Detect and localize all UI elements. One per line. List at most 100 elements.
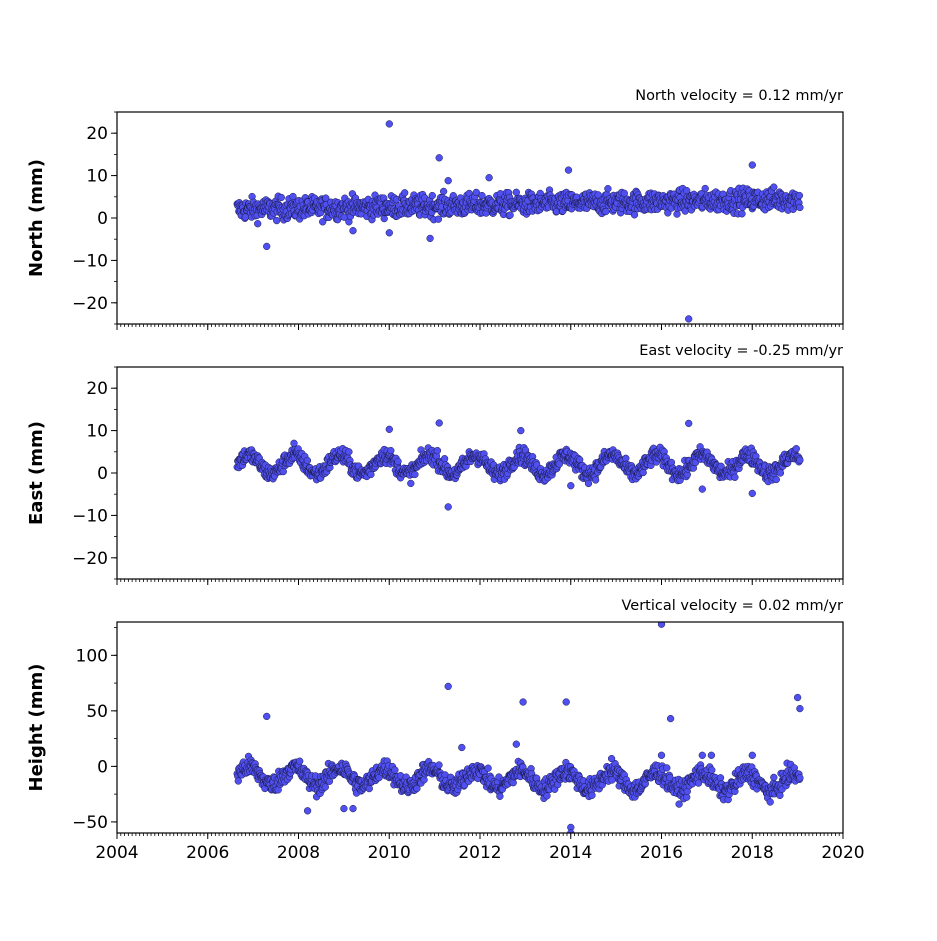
data-point xyxy=(303,807,312,815)
data-point xyxy=(604,185,612,193)
data-point xyxy=(663,764,671,772)
data-point xyxy=(675,800,683,808)
y-tick-label: −20 xyxy=(72,294,108,314)
data-point xyxy=(657,751,666,759)
data-point xyxy=(433,446,442,455)
data-point xyxy=(444,503,452,511)
data-point xyxy=(630,211,639,219)
data-point xyxy=(277,193,285,202)
data-point xyxy=(428,191,436,200)
data-point xyxy=(591,476,600,484)
y-axis-label: North (mm) xyxy=(26,159,47,277)
x-tick-label: 2018 xyxy=(731,843,774,863)
data-point xyxy=(420,776,428,784)
data-point xyxy=(458,743,466,752)
data-point xyxy=(555,460,563,468)
x-axis xyxy=(116,579,844,585)
y-axis: −20 −10 0 10 20 xyxy=(72,366,117,580)
data-point xyxy=(748,751,756,759)
x-tick-label: 2004 xyxy=(95,843,138,863)
data-point xyxy=(349,804,357,813)
data-point xyxy=(391,766,399,774)
panel-3: 2004 2006 2008 2010 2012 2014 2016 2018 2020 −50 0… xyxy=(26,598,865,863)
data-point xyxy=(770,183,778,191)
data-point xyxy=(434,215,443,223)
data-point xyxy=(620,189,628,197)
data-point xyxy=(657,622,666,628)
data-point xyxy=(738,210,746,218)
data-points xyxy=(233,419,804,511)
data-point xyxy=(685,315,693,323)
data-point xyxy=(478,191,486,200)
data-point xyxy=(296,757,304,765)
data-point xyxy=(496,792,504,800)
data-point xyxy=(375,773,383,782)
x-axis xyxy=(116,324,844,330)
data-point xyxy=(435,154,443,162)
data-point xyxy=(776,791,784,800)
data-point xyxy=(708,766,716,774)
data-point xyxy=(584,479,593,488)
data-point xyxy=(279,467,287,476)
data-point xyxy=(387,446,395,455)
data-point xyxy=(562,698,570,706)
y-tick-label: −50 xyxy=(72,813,108,833)
y-tick-label: −10 xyxy=(72,506,108,526)
y-tick-label: 0 xyxy=(97,464,108,484)
x-tick-label: 2006 xyxy=(186,843,229,863)
data-point xyxy=(517,426,525,435)
data-points xyxy=(233,120,804,323)
data-point xyxy=(263,712,271,721)
data-point xyxy=(411,470,419,479)
data-point xyxy=(273,216,281,225)
y-tick-label: 10 xyxy=(86,167,108,187)
data-point xyxy=(666,714,675,723)
data-point xyxy=(385,229,393,237)
y-axis: −50 0 50 100 xyxy=(72,627,117,833)
data-point xyxy=(485,174,493,182)
data-point xyxy=(506,211,514,219)
data-point xyxy=(254,220,262,228)
x-axis: 2004 2006 2008 2010 2012 2014 2016 2018 2020 xyxy=(95,833,865,863)
data-point xyxy=(385,120,393,128)
data-point xyxy=(321,783,329,791)
y-axis-label: East (mm) xyxy=(26,421,47,525)
panel-1: −20 −10 0 10 20 North (mm) North velocity = 0.… xyxy=(26,88,844,330)
data-point xyxy=(698,751,706,759)
data-point xyxy=(795,191,804,200)
axes-frame xyxy=(116,111,844,325)
data-point xyxy=(340,804,348,813)
data-point xyxy=(439,187,448,196)
data-point xyxy=(796,704,804,713)
data-point xyxy=(512,188,520,196)
y-tick-label: 0 xyxy=(97,209,108,229)
data-point xyxy=(776,469,785,477)
data-point xyxy=(770,773,778,782)
data-point xyxy=(512,740,520,748)
data-point xyxy=(772,475,780,484)
data-point xyxy=(407,479,415,488)
data-point xyxy=(290,439,298,447)
data-point xyxy=(731,473,739,481)
data-point xyxy=(435,419,443,427)
data-point xyxy=(701,184,709,193)
data-point xyxy=(793,693,802,702)
data-point xyxy=(792,445,800,453)
data-point xyxy=(401,189,409,197)
panel-title: East velocity = -0.25 mm/yr xyxy=(639,343,843,359)
data-point xyxy=(234,777,242,785)
data-point xyxy=(685,419,693,428)
data-point xyxy=(796,774,804,782)
data-point xyxy=(484,764,492,772)
data-point xyxy=(444,682,452,691)
y-axis-label: Height (mm) xyxy=(26,664,47,792)
data-point xyxy=(435,761,443,769)
data-point xyxy=(380,214,388,223)
data-point xyxy=(319,218,327,226)
data-point xyxy=(602,207,610,216)
panel-title: Vertical velocity = 0.02 mm/yr xyxy=(622,598,844,614)
axes-frame xyxy=(116,621,844,834)
data-point xyxy=(766,798,774,806)
x-tick-label: 2016 xyxy=(640,843,683,863)
